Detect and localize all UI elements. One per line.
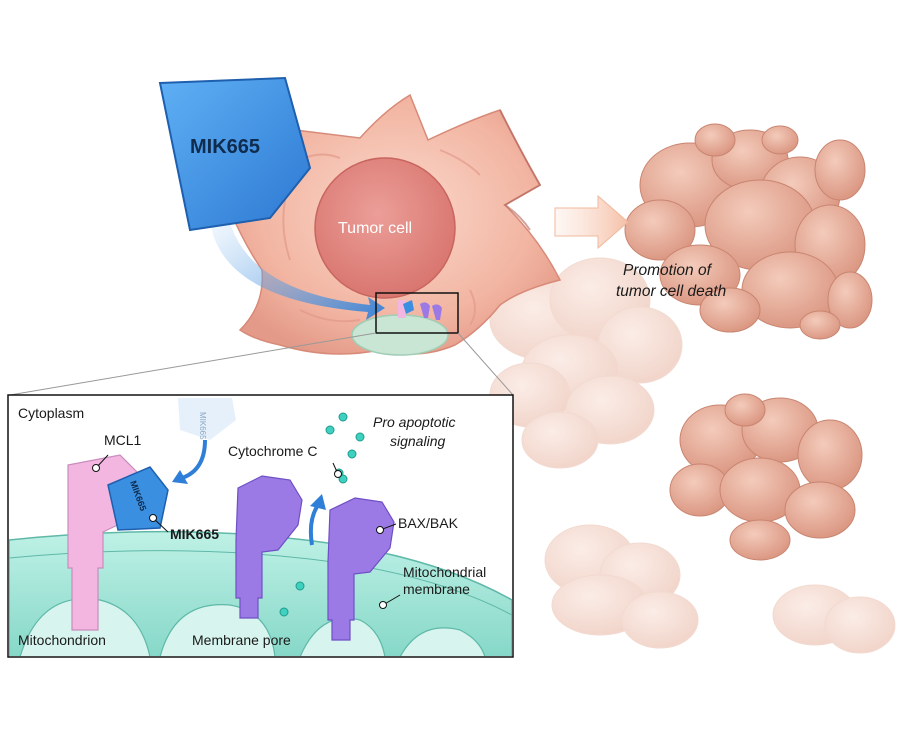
- drug-label: MIK665: [190, 136, 260, 158]
- mcl1-label: MCL1: [104, 432, 142, 448]
- faded-drug: [178, 398, 236, 440]
- baxbak-protein-right: [327, 497, 395, 641]
- pro-apoptotic-line1: Pro apoptotic: [373, 414, 456, 430]
- apoptotic-bodies-middle: [669, 393, 863, 561]
- baxbak-label: BAX/BAK: [398, 515, 459, 531]
- zoom-box-proteins: [398, 300, 442, 320]
- outcome-label-line1: Promotion of: [623, 262, 713, 279]
- membrane-pore-label: Membrane pore: [192, 632, 291, 648]
- faded-apoptotic-bodies: [489, 257, 896, 654]
- mitochondrion-label: Mitochondrion: [18, 632, 106, 648]
- apoptotic-bodies-top: [624, 123, 873, 340]
- nucleus: [314, 157, 456, 299]
- drug-beam-arrow: [210, 195, 385, 320]
- binding-arrow: [181, 439, 207, 480]
- mito-membrane-line2: membrane: [403, 581, 470, 597]
- cytoplasm-label: Cytoplasm: [18, 405, 84, 421]
- outcome-arrow: [554, 194, 629, 250]
- baxbak-protein-left: [235, 475, 303, 619]
- mik665-label: MIK665: [170, 526, 219, 542]
- mito-membrane-line1: Mitochondrial: [403, 564, 486, 580]
- pro-apoptotic-line2: signaling: [390, 433, 445, 449]
- faded-drug-label: MIK665: [198, 412, 207, 440]
- inset-panel: MIK665 MIK665: [7, 394, 514, 658]
- zoom-box: [375, 292, 459, 334]
- cytochrome-label: Cytochrome C: [228, 443, 317, 459]
- tumor-cell-label: Tumor cell: [338, 220, 412, 237]
- outcome-label-line2: tumor cell death: [616, 283, 726, 300]
- drug-shape: [158, 76, 312, 232]
